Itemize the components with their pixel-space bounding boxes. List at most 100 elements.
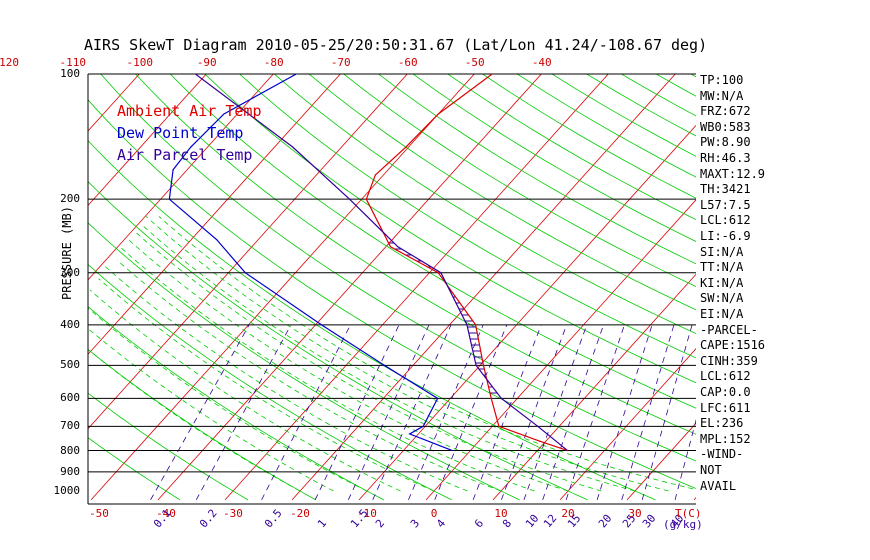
top-temp-label: -50: [464, 56, 485, 69]
dew-point-temp-point: [168, 198, 170, 200]
dew-point-temp-point: [172, 169, 174, 171]
index-item: AVAIL: [700, 478, 737, 493]
index-item: TP:100: [700, 73, 744, 87]
mixing-ratio-line: [372, 324, 452, 501]
index-item: CINH:359: [700, 353, 758, 368]
index-item: L57:7.5: [700, 197, 751, 212]
isotherm-line: [224, 74, 609, 501]
bottom-temp-label: 10: [494, 507, 508, 520]
air-parcel-temp-point: [566, 449, 569, 452]
mixing-ratio-line: [542, 324, 604, 500]
temp-unit-label: T(C): [675, 507, 702, 520]
top-temp-label: -40: [531, 56, 552, 69]
dry-adiabat-line: [88, 306, 384, 501]
index-item: KI:N/A: [700, 275, 744, 290]
index-item: MAXT:12.9: [700, 166, 766, 181]
index-item: EI:N/A: [700, 307, 744, 321]
isotherm-line: [761, 64, 870, 500]
isotherm-line: [492, 273, 696, 501]
dry-adiabat-line: [169, 74, 696, 409]
dry-adiabat-line: [88, 263, 452, 501]
index-item: TH:3421: [700, 182, 751, 197]
dry-adiabat-line: [308, 74, 696, 311]
mixing-ratio-line: [621, 324, 675, 500]
air-parcel-temp-point: [397, 246, 399, 248]
dew-point-temp-point: [190, 146, 192, 148]
dew-point-temp-point: [216, 239, 218, 241]
pressure-tick-label: 700: [60, 419, 80, 433]
bottom-temp-label: -30: [223, 507, 243, 520]
index-item: SW:N/A: [700, 291, 744, 306]
ambient-air-temp-point: [374, 174, 376, 176]
pressure-tick-label: 500: [60, 358, 80, 372]
legend-air-parcel-temp: Air Parcel Temp: [117, 146, 253, 164]
moist-adiabat-line: [145, 216, 669, 492]
ambient-air-temp-point: [437, 113, 439, 115]
dry-adiabat-line: [88, 140, 656, 501]
air-parcel-temp-point: [466, 324, 468, 326]
index-item: -WIND-: [700, 447, 744, 462]
isotherm-line: [0, 64, 14, 500]
dry-adiabat-line: [238, 74, 696, 359]
dry-adiabat-line: [88, 181, 588, 501]
dew-point-temp-point: [223, 113, 225, 115]
dry-adiabat-line: [343, 74, 696, 288]
bottom-temp-label: 0: [430, 507, 438, 520]
dry-adiabat-line: [88, 348, 317, 501]
ambient-air-temp-point: [437, 272, 439, 274]
index-item: LCL:612: [700, 369, 751, 384]
dry-adiabat-line: [516, 74, 696, 178]
dry-adiabat-line: [655, 74, 696, 97]
dry-adiabat-line: [88, 392, 249, 501]
dry-adiabat-line: [794, 74, 870, 500]
dry-adiabat-line: [88, 437, 181, 501]
pressure-tick-label: 1000: [53, 484, 81, 497]
index-item: LCL:612: [700, 213, 751, 228]
moist-adiabat-line: [135, 231, 602, 492]
dry-adiabat-line: [447, 74, 696, 221]
moist-adiabat-line: [89, 289, 401, 492]
dew-point-temp-point: [422, 425, 424, 427]
air-parcel-temp-point: [292, 146, 294, 148]
legend-ambient-air-temp: Ambient Air Temp: [117, 102, 262, 120]
ambient-air-temp-point: [482, 364, 485, 366]
index-item: LFC:611: [700, 400, 751, 415]
top-temp-label: -110: [59, 56, 87, 69]
dew-point-temp-point: [451, 449, 453, 452]
ambient-air-temp-point: [405, 146, 407, 148]
top-temp-label: -70: [330, 56, 351, 69]
top-temp-label: -80: [263, 56, 284, 69]
isotherm-line: [425, 199, 696, 501]
index-item: SI:N/A: [700, 244, 744, 259]
dry-adiabat-line: [377, 74, 696, 265]
air-parcel-temp-point: [440, 272, 442, 274]
air-parcel-temp-point: [194, 74, 196, 75]
isotherm-line: [88, 74, 408, 430]
index-item: CAPE:1516: [700, 338, 766, 353]
dry-adiabat-line: [88, 222, 520, 501]
top-temp-label: -120: [0, 56, 19, 69]
dry-adiabat-line: [759, 74, 870, 500]
mixing-ratio-line: [523, 324, 588, 500]
dew-point-temp-point: [409, 433, 411, 435]
pressure-tick-label: 200: [60, 192, 80, 206]
index-item: NOT: [700, 463, 722, 477]
pressure-tick-label: 800: [60, 443, 80, 457]
index-item: CAP:0.0: [700, 385, 751, 399]
dry-adiabat-line: [273, 74, 696, 335]
moist-adiabat-line: [116, 259, 502, 492]
pressure-tick-label: 400: [60, 317, 80, 331]
dry-adiabat-line: [134, 74, 696, 435]
isotherm-line: [358, 124, 696, 501]
index-item: EL:236: [700, 416, 744, 431]
index-item: FRZ:672: [700, 104, 751, 119]
pressure-tick-label: 900: [60, 464, 80, 478]
dry-adiabat-line: [88, 99, 696, 489]
dry-adiabat-line: [481, 74, 696, 199]
air-parcel-temp-line: [194, 74, 568, 452]
moist-adiabat-line: [104, 266, 468, 492]
ambient-air-temp-point: [389, 246, 392, 248]
bottom-temp-label: -40: [156, 507, 176, 520]
dew-point-temp-point: [320, 324, 323, 326]
mixing-ratio-line: [565, 324, 625, 500]
